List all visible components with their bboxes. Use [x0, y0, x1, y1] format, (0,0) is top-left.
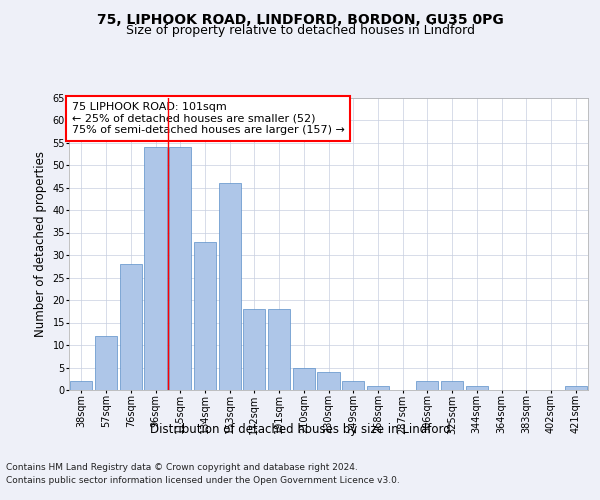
- Bar: [441, 381, 463, 390]
- Text: 75 LIPHOOK ROAD: 101sqm
← 25% of detached houses are smaller (52)
75% of semi-de: 75 LIPHOOK ROAD: 101sqm ← 25% of detache…: [71, 102, 344, 135]
- Text: Contains public sector information licensed under the Open Government Licence v3: Contains public sector information licen…: [6, 476, 400, 485]
- Bar: [367, 386, 389, 390]
- Text: 75, LIPHOOK ROAD, LINDFORD, BORDON, GU35 0PG: 75, LIPHOOK ROAD, LINDFORD, BORDON, GU35…: [97, 12, 503, 26]
- Bar: [194, 242, 216, 390]
- Bar: [317, 372, 340, 390]
- Bar: [268, 309, 290, 390]
- Bar: [565, 386, 587, 390]
- Bar: [416, 381, 439, 390]
- Bar: [342, 381, 364, 390]
- Bar: [145, 147, 167, 390]
- Bar: [95, 336, 117, 390]
- Text: Distribution of detached houses by size in Lindford: Distribution of detached houses by size …: [149, 422, 451, 436]
- Bar: [466, 386, 488, 390]
- Bar: [218, 183, 241, 390]
- Bar: [169, 147, 191, 390]
- Bar: [243, 309, 265, 390]
- Bar: [70, 381, 92, 390]
- Text: Contains HM Land Registry data © Crown copyright and database right 2024.: Contains HM Land Registry data © Crown c…: [6, 462, 358, 471]
- Bar: [119, 264, 142, 390]
- Bar: [293, 368, 315, 390]
- Text: Size of property relative to detached houses in Lindford: Size of property relative to detached ho…: [125, 24, 475, 37]
- Y-axis label: Number of detached properties: Number of detached properties: [34, 151, 47, 337]
